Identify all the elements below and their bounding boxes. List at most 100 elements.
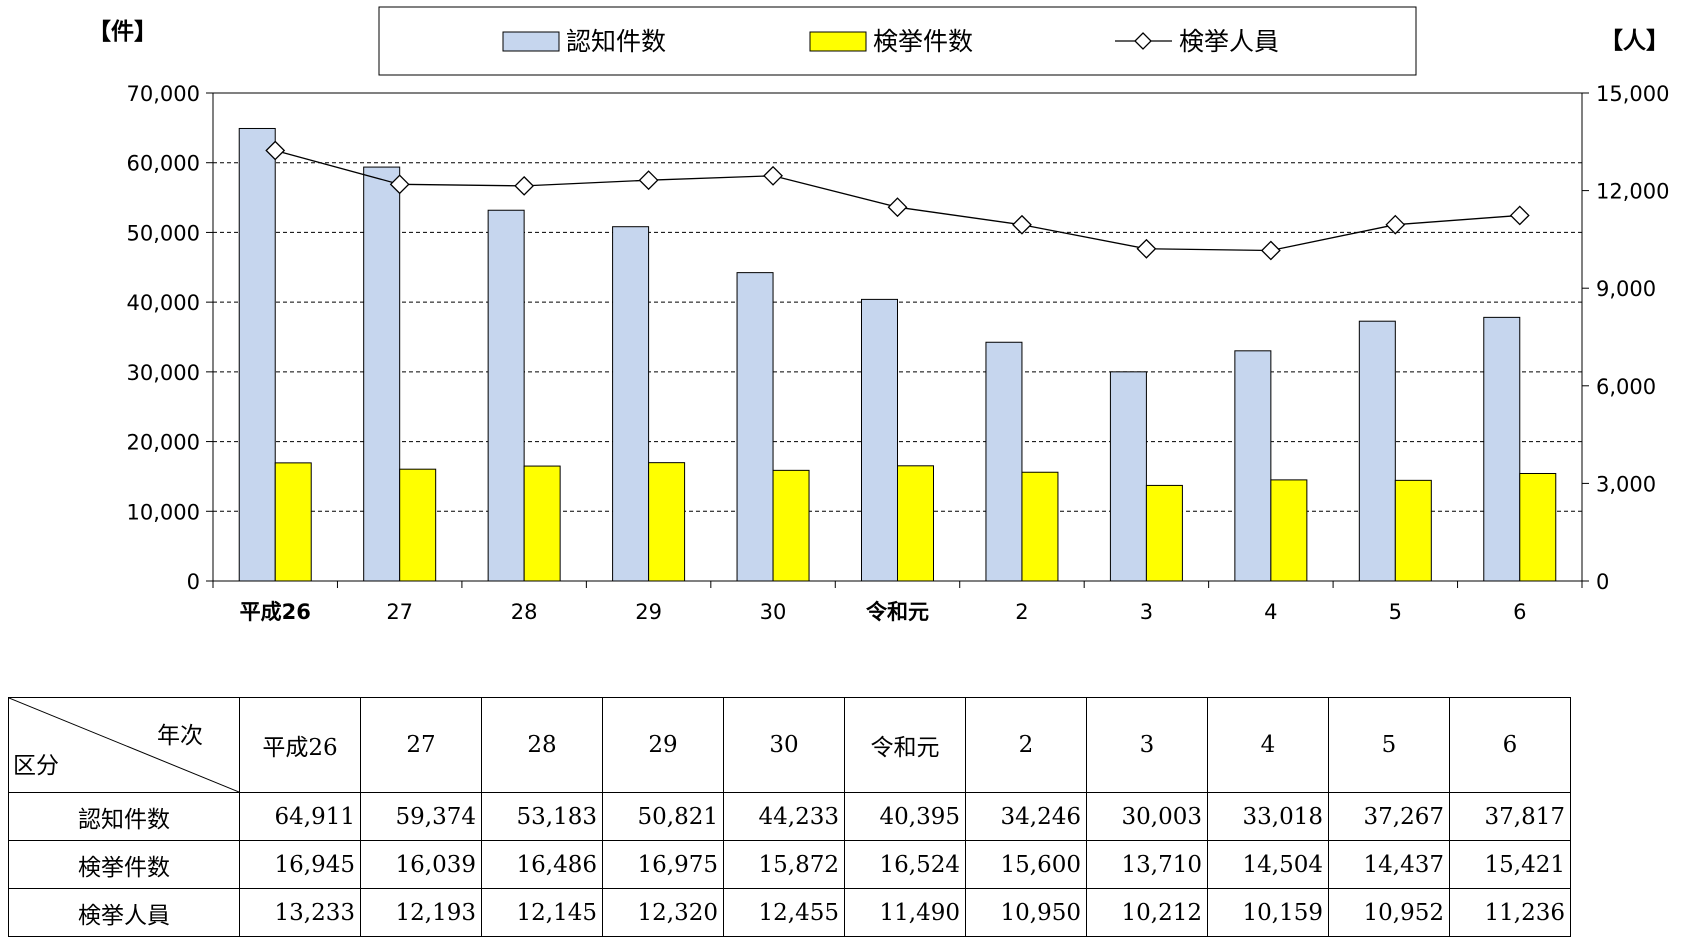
left-tick-label: 20,000 [127,431,200,455]
table-row-label: 検挙件数 [8,840,240,889]
table-cell: 37,817 [1449,792,1571,841]
table-col-header: 30 [723,697,845,793]
right-tick-label: 15,000 [1596,82,1669,106]
table-col-header: 2 [965,697,1087,793]
left-tick-label: 70,000 [127,82,200,106]
right-tick-label: 0 [1596,570,1609,594]
left-tick-label: 50,000 [127,221,200,245]
table-corner-cell: 年次 区分 [8,697,240,793]
table-cell: 12,193 [360,888,482,937]
bar-kenkyo [1394,479,1432,582]
data-table: 年次 区分 平成26 27 28 29 30 令和元 2 3 4 5 6 認知件… [8,697,1571,937]
combo-chart: 0 10,000 20,000 30,000 40,000 50,000 60,000 70,… [88,6,1669,624]
right-tick-label: 3,000 [1596,472,1656,496]
left-tick-label: 30,000 [127,361,200,385]
table-col-header: 4 [1207,697,1329,793]
bar-ninchi [861,298,898,582]
bar-ninchi [612,226,650,582]
table-cell: 11,236 [1449,888,1571,937]
marker-kenkyo-jinin [1385,214,1406,235]
table-cell: 34,246 [965,792,1087,841]
table-cell: 12,455 [723,888,845,937]
legend-box [378,6,1417,76]
bar-kenkyo [399,468,437,582]
table-col-header: 6 [1449,697,1571,793]
marker-kenkyo-jinin [763,165,783,186]
table-cell: 40,395 [844,792,966,841]
left-tick-label: 10,000 [127,500,200,524]
legend-label-jinin: 検挙人員 [1179,27,1279,56]
x-category-label: 29 [635,600,662,624]
bar-kenkyo [1145,484,1183,582]
left-tick-label: 60,000 [127,152,200,176]
marker-kenkyo-jinin [514,175,535,196]
table-cell: 16,945 [239,840,361,889]
table-cell: 15,600 [965,840,1087,889]
left-axis-unit: 【件】 [88,19,157,45]
bar-kenkyo [1270,479,1308,582]
bar-kenkyo [897,465,934,582]
table-col-header: 5 [1328,697,1450,793]
table-col-header: 令和元 [844,697,966,793]
left-tick-label: 40,000 [127,291,200,315]
table-col-header: 27 [360,697,482,793]
table-cell: 15,421 [1449,840,1571,889]
x-category-label: 30 [760,600,787,624]
bar-ninchi [1234,350,1272,582]
marker-kenkyo-jinin [1260,240,1281,261]
table-cell: 14,504 [1207,840,1329,889]
marker-kenkyo-jinin [1136,238,1157,259]
legend-label-kenkyo: 検挙件数 [873,27,973,56]
bar-kenkyo [772,469,810,582]
bar-kenkyo [523,465,561,582]
bar-kenkyo [274,462,312,582]
table-cell: 16,524 [844,840,966,889]
table-cell: 50,821 [602,792,724,841]
marker-kenkyo-jinin [887,197,908,218]
bar-kenkyo [648,462,686,582]
x-category-label: 6 [1513,600,1526,624]
bar-ninchi [487,209,525,582]
marker-kenkyo-jinin [1509,205,1530,226]
table-cell: 64,911 [239,792,361,841]
table-row: 検挙件数 16,945 16,039 16,486 16,975 15,872 … [8,840,1571,889]
bar-ninchi [1358,320,1396,582]
bar-ninchi [736,272,774,582]
table-cell: 10,212 [1086,888,1208,937]
table-cell: 59,374 [360,792,482,841]
table-row: 認知件数 64,911 59,374 53,183 50,821 44,233 … [8,792,1571,841]
bar-ninchi [1483,316,1521,582]
bar-kenkyo [1519,472,1557,582]
x-category-label: 27 [386,600,413,624]
table-col-header: 平成26 [239,697,361,793]
table-row-label: 検挙人員 [8,888,240,937]
table-row: 検挙人員 13,233 12,193 12,145 12,320 12,455 … [8,888,1571,937]
left-tick-label: 0 [187,570,200,594]
table-cell: 10,952 [1328,888,1450,937]
table-row-label: 認知件数 [8,792,240,841]
bar-ninchi [238,127,276,582]
x-category-label: 4 [1264,600,1277,624]
table-cell: 16,039 [360,840,482,889]
corner-bottom-label: 区分 [13,753,59,779]
table-cell: 16,975 [602,840,724,889]
table-col-header: 28 [481,697,603,793]
right-tick-label: 12,000 [1596,180,1669,204]
table-cell: 11,490 [844,888,966,937]
marker-kenkyo-jinin [1012,214,1032,235]
marker-kenkyo-jinin [265,140,286,161]
table-cell: 13,710 [1086,840,1208,889]
table-col-header: 3 [1086,697,1208,793]
right-tick-label: 9,000 [1596,277,1656,301]
marker-kenkyo-jinin [638,170,659,191]
legend-marker-jinin [1134,32,1152,50]
table-cell: 13,233 [239,888,361,937]
legend-swatch-ninchi [502,31,560,52]
table-cell: 33,018 [1207,792,1329,841]
bar-ninchi [985,341,1023,582]
x-category-label: 28 [511,600,538,624]
table-cell: 10,950 [965,888,1087,937]
table-cell: 12,320 [602,888,724,937]
legend-swatch-kenkyo [809,31,867,52]
bar-ninchi [1109,371,1147,582]
